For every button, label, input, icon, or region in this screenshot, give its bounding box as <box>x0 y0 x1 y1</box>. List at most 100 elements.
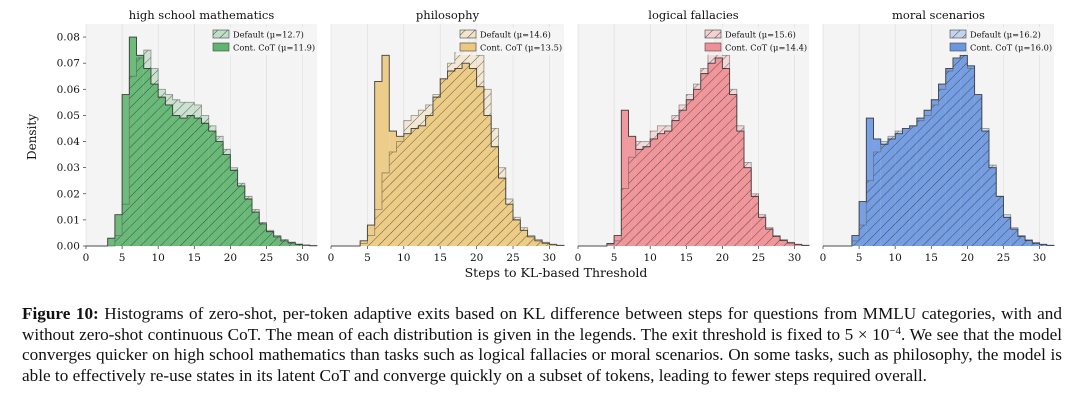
x-tick-label: 30 <box>296 252 309 264</box>
default-bar-hatch <box>1003 215 1010 246</box>
default-bar-hatch <box>672 115 679 246</box>
legend-entry-default: Default (μ=14.6) <box>480 30 551 40</box>
default-bar-hatch <box>209 126 216 246</box>
x-tick-label: 0 <box>83 252 90 264</box>
default-bar-hatch <box>859 225 866 246</box>
default-bar-hatch <box>433 95 440 246</box>
caption-exponent: −4 <box>889 325 901 337</box>
default-bar-hatch <box>440 79 447 246</box>
x-tick-label: 10 <box>397 252 410 264</box>
default-bar-hatch <box>621 189 628 246</box>
default-bar-hatch <box>946 71 953 246</box>
default-bar-hatch <box>686 95 693 246</box>
x-tick-label: 30 <box>1033 252 1046 264</box>
default-bar-hatch <box>137 58 144 246</box>
x-tick-label: 20 <box>716 252 729 264</box>
panel-title: philosophy <box>416 8 480 22</box>
default-bar-hatch <box>418 110 425 246</box>
legend-swatch-default-hatch <box>705 30 721 38</box>
y-tick-label: 0.01 <box>57 214 80 226</box>
default-bar-hatch <box>967 68 974 246</box>
histogram-figure: Density Steps to KL-based Threshold high… <box>0 0 1080 290</box>
default-bar-hatch <box>982 128 989 246</box>
default-bar-hatch <box>614 241 621 246</box>
x-tick-label: 15 <box>188 252 201 264</box>
legend: Default (μ=15.6) Cont. CoT (μ=14.4) <box>701 27 807 55</box>
default-bar-hatch <box>477 55 484 246</box>
panel-2: logical fallacies 0 5 10 15 20 25 30 Default (μ=… <box>575 8 809 264</box>
default-bar-hatch <box>701 68 708 246</box>
default-bar-hatch <box>650 131 657 246</box>
default-bar-hatch <box>194 105 201 246</box>
legend-entry-default: Default (μ=16.2) <box>970 30 1041 40</box>
default-bar-hatch <box>122 204 129 246</box>
panel-3: moral scenarios0 5 10 15 20 25 30Default (μ=16… <box>820 8 1054 264</box>
default-bar-hatch <box>238 183 245 246</box>
default-bar-hatch <box>773 236 780 246</box>
y-tick-label: 0.06 <box>57 84 81 96</box>
legend-swatch-default-hatch <box>950 30 966 38</box>
default-bar-hatch <box>643 142 650 246</box>
x-tick-label: 5 <box>364 252 371 264</box>
default-bar-hatch <box>694 84 701 246</box>
default-bar-hatch <box>939 89 946 246</box>
default-bar-hatch <box>389 152 396 246</box>
default-bar-hatch <box>960 50 967 246</box>
default-bar-hatch <box>895 131 902 246</box>
default-bar-hatch <box>881 142 888 246</box>
default-bar-hatch <box>888 136 895 246</box>
default-bar-hatch <box>730 89 737 246</box>
default-bar-hatch <box>866 181 873 246</box>
default-bar-hatch <box>989 165 996 246</box>
default-bar-hatch <box>722 55 729 246</box>
default-bar-hatch <box>187 102 194 246</box>
x-tick-label: 30 <box>788 252 801 264</box>
x-tick-label: 20 <box>470 252 483 264</box>
legend: Default (μ=14.6) Cont. CoT (μ=13.5) <box>456 27 562 55</box>
default-bar-hatch <box>924 115 931 246</box>
legend: Default (μ=16.2) Cont. CoT (μ=16.0) <box>946 27 1052 55</box>
default-bar-hatch <box>751 194 758 246</box>
default-bar-hatch <box>397 142 404 246</box>
x-tick-label: 15 <box>434 252 447 264</box>
default-bar-hatch <box>202 115 209 246</box>
legend-swatch-cot <box>460 43 476 51</box>
panel-title: moral scenarios <box>892 8 985 22</box>
y-tick-label: 0.02 <box>57 188 80 200</box>
default-bar-hatch <box>917 121 924 246</box>
x-tick-label: 0 <box>328 252 335 264</box>
default-bar-hatch <box>744 162 751 246</box>
default-bar-hatch <box>665 126 672 246</box>
caption-label: Figure 10: <box>22 304 99 323</box>
default-bar-hatch <box>629 157 636 246</box>
default-bar-hatch <box>404 121 411 246</box>
x-tick-label: 0 <box>575 252 582 264</box>
default-bar-hatch <box>448 63 455 246</box>
x-tick-label: 15 <box>925 252 938 264</box>
legend-entry-default: Default (μ=15.6) <box>725 30 796 40</box>
default-bar-hatch <box>996 196 1003 246</box>
default-bar-hatch <box>382 173 389 246</box>
y-tick-label: 0.04 <box>57 136 81 148</box>
x-tick-label: 10 <box>889 252 902 264</box>
default-bar-hatch <box>874 152 881 246</box>
default-bar-hatch <box>129 76 136 246</box>
default-bar-hatch <box>144 50 151 246</box>
default-bar-hatch <box>953 58 960 246</box>
legend: Default (μ=12.7) Cont. CoT (μ=11.9) <box>209 27 315 55</box>
default-bar-hatch <box>367 236 374 246</box>
x-tick-label: 25 <box>506 252 519 264</box>
default-bar-hatch <box>910 126 917 246</box>
x-tick-label: 25 <box>752 252 765 264</box>
panel-0: high school mathematics 0 5 10 15 20 25 30 0.00 0… <box>57 8 317 264</box>
x-tick-label: 5 <box>119 252 126 264</box>
panel-title: high school mathematics <box>129 8 275 22</box>
figure-caption: Figure 10: Histograms of zero-shot, per-… <box>22 304 1062 386</box>
legend-swatch-default-hatch <box>460 30 476 38</box>
y-tick-label: 0.03 <box>57 162 80 174</box>
x-tick-label: 5 <box>856 252 863 264</box>
default-bar-hatch <box>491 128 498 246</box>
legend-entry-cot: Cont. CoT (μ=16.0) <box>970 43 1052 53</box>
default-bar-hatch <box>375 209 382 246</box>
x-tick-label: 0 <box>820 252 827 264</box>
